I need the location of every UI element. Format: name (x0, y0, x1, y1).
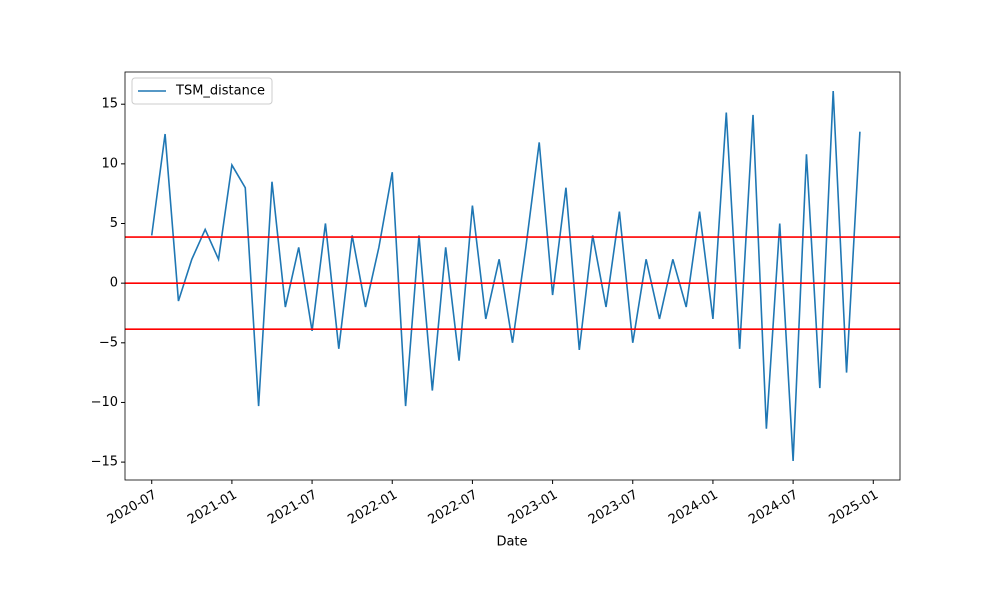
x-tick-label: 2021-01 (185, 488, 240, 528)
x-tick-label: 2024-01 (666, 488, 721, 528)
legend-box (131, 77, 273, 105)
legend-label: TSM_distance (175, 84, 265, 99)
y-tick-label: 5 (110, 216, 118, 231)
y-tick-label: 15 (101, 97, 118, 112)
x-tick-label: 2023-07 (586, 488, 641, 528)
x-tick-label: 2023-01 (506, 488, 561, 528)
y-tick-label: −5 (99, 335, 118, 350)
y-tick-label: 10 (101, 156, 118, 171)
plot-frame (124, 71, 901, 481)
x-tick-label: 2022-07 (426, 488, 481, 528)
x-tick-label: 2022-01 (345, 488, 400, 528)
x-axis-label: Date (496, 535, 527, 550)
y-tick-label: 0 (110, 276, 118, 291)
y-tick-label: −15 (91, 455, 118, 470)
y-tick-label: −10 (91, 395, 118, 410)
series-line (150, 91, 861, 461)
x-tick-label: 2020-07 (105, 488, 160, 528)
x-tick-label: 2024-07 (746, 488, 801, 528)
x-tick-label: 2025-01 (826, 488, 881, 528)
legend: TSM_distance (131, 77, 273, 105)
x-tick-label: 2021-07 (265, 488, 320, 528)
